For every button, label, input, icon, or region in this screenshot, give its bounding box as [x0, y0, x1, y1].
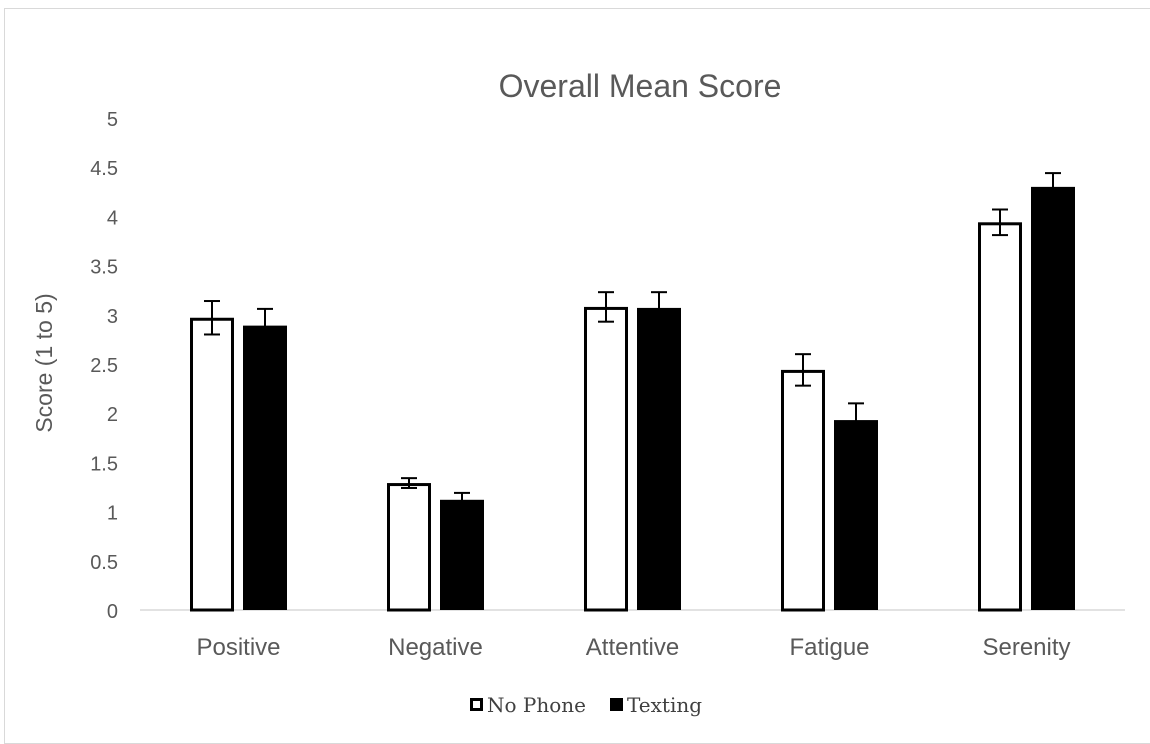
y-tick-label: 4 [107, 207, 118, 229]
error-bar [204, 300, 220, 336]
legend-label: Texting [627, 693, 702, 717]
error-bar [848, 402, 864, 437]
x-tick-label: Negative [388, 634, 483, 661]
bar-texting-fatigue [834, 420, 878, 610]
x-axis-ticks: Positive Negative Attentive Fatigue Serenity [196, 634, 1070, 661]
y-axis-ticks: 0 0.5 1 1.5 2 2.5 3 3.5 4 4.5 5 [90, 109, 118, 623]
y-tick-label: 5 [107, 109, 118, 131]
y-axis-label: Score (1 to 5) [31, 293, 57, 432]
y-tick-label: 4.5 [90, 158, 118, 180]
error-bar [1045, 172, 1061, 201]
y-tick-label: 1.5 [90, 453, 118, 475]
y-tick-label: 2 [107, 404, 118, 426]
legend-swatch [470, 698, 483, 711]
y-tick-label: 1 [107, 503, 118, 525]
x-tick-label: Attentive [586, 634, 679, 661]
bar-texting-positive [243, 325, 287, 610]
x-tick-label: Fatigue [789, 634, 869, 661]
x-tick-label: Positive [196, 634, 280, 661]
y-tick-label: 0.5 [90, 552, 118, 574]
bar-no-phone-serenity [978, 222, 1022, 612]
bar-no-phone-fatigue [781, 369, 825, 612]
error-bar [795, 353, 811, 387]
y-tick-label: 3 [107, 306, 118, 328]
error-bar [992, 208, 1008, 237]
bar-texting-serenity [1031, 186, 1075, 610]
bar-texting-negative [440, 499, 484, 610]
bar-texting-attentive [637, 307, 681, 610]
y-tick-label: 2.5 [90, 355, 118, 377]
bar-no-phone-attentive [584, 306, 628, 612]
bar-no-phone-negative [387, 483, 431, 612]
error-bar [454, 491, 470, 507]
y-tick-label: 3.5 [90, 257, 118, 279]
error-bar [598, 291, 614, 323]
bar-no-phone-positive [190, 317, 234, 612]
legend-label: No Phone [487, 693, 586, 717]
bar-series [190, 172, 1075, 612]
error-bar [401, 477, 417, 489]
error-bar [651, 291, 667, 324]
legend-swatch [610, 698, 623, 711]
legend: No Phone Texting [470, 693, 702, 717]
chart-title: Overall Mean Score [499, 68, 782, 104]
x-tick-label: Serenity [982, 634, 1070, 661]
error-bar [257, 307, 273, 343]
y-tick-label: 0 [107, 601, 118, 623]
